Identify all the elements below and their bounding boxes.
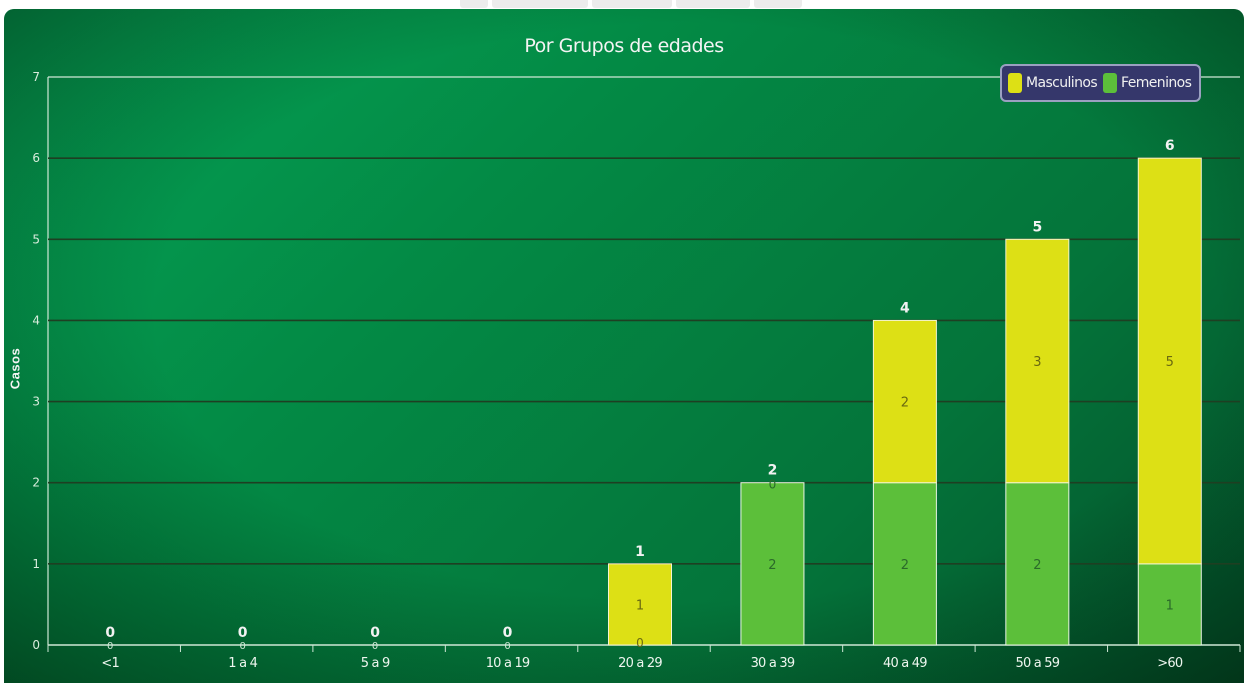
bar-label-masculinos: 3 <box>1033 355 1041 370</box>
chart-title: Por Grupos de edades <box>524 35 724 57</box>
bar-total-label: 5 <box>1032 219 1042 235</box>
bar-label-zero: 0 <box>239 641 245 652</box>
bar-label-femeninos: 1 <box>1166 598 1174 613</box>
bar-label-femeninos: 0 <box>636 636 644 650</box>
x-tick-label: 20 a 29 <box>618 656 662 671</box>
y-tick-label: 5 <box>32 232 40 246</box>
legend-swatch-femeninos <box>1103 73 1118 93</box>
legend-item-masculinos[interactable]: Masculinos <box>1008 73 1098 93</box>
chart-legend: Masculinos Femeninos <box>1000 64 1202 102</box>
top-tab[interactable] <box>754 0 802 8</box>
y-tick-label: 3 <box>32 395 40 409</box>
bar-total-label: 4 <box>900 300 910 316</box>
bar-label-zero: 0 <box>504 641 510 652</box>
y-tick-label: 0 <box>32 638 40 652</box>
y-tick-label: 2 <box>32 476 40 490</box>
bar-masculinos <box>608 563 672 646</box>
bar-femeninos <box>1137 563 1202 646</box>
x-tick-label: <1 <box>101 656 119 671</box>
bar-label-zero: 0 <box>372 641 378 652</box>
y-tick-label: 1 <box>32 557 40 571</box>
y-tick-label: 4 <box>32 313 40 327</box>
bar-total-label: 6 <box>1165 138 1175 154</box>
bar-femeninos <box>872 482 937 646</box>
y-axis-label: Casos <box>7 347 23 390</box>
bar-total-label: 0 <box>238 625 248 641</box>
bar-total-label: 1 <box>635 544 645 560</box>
bar-label-femeninos: 2 <box>768 558 776 573</box>
x-tick-label: 40 a 49 <box>883 656 927 671</box>
bar-label-femeninos: 2 <box>1033 558 1041 573</box>
top-tab-strip <box>460 0 802 8</box>
bar-total-label: 2 <box>768 463 778 479</box>
x-tick-label: 30 a 39 <box>751 656 795 671</box>
legend-label-femeninos: Femeninos <box>1121 75 1192 91</box>
y-tick-label: 6 <box>32 151 40 165</box>
top-tab[interactable] <box>592 0 672 8</box>
bar-label-masculinos: 2 <box>901 396 909 411</box>
bar-label-masculinos: 1 <box>636 598 644 613</box>
bar-masculinos <box>872 319 937 484</box>
bar-label-zero: 0 <box>107 641 113 652</box>
x-tick-label: 5 a 9 <box>361 656 390 671</box>
bar-total-label: 0 <box>503 625 513 641</box>
y-tick-label: 7 <box>32 70 40 84</box>
legend-swatch-masculinos <box>1008 73 1022 93</box>
bar-label-masculinos: 5 <box>1166 355 1174 370</box>
x-tick-label: 50 a 59 <box>1015 656 1059 671</box>
bar-femeninos <box>740 482 805 646</box>
legend-item-femeninos[interactable]: Femeninos <box>1103 73 1192 93</box>
x-tick-label: 10 a 19 <box>486 656 530 671</box>
bar-label-masculinos: 0 <box>769 478 777 492</box>
x-tick-label: 1 a 4 <box>228 656 257 671</box>
top-tab[interactable] <box>460 0 488 8</box>
bar-total-label: 0 <box>105 625 115 641</box>
bar-total-label: 0 <box>370 625 380 641</box>
bar-masculinos <box>1005 238 1070 484</box>
x-tick-label: >60 <box>1157 656 1183 671</box>
legend-label-masculinos: Masculinos <box>1026 75 1098 91</box>
bar-femeninos <box>1005 482 1070 646</box>
bar-masculinos <box>1137 157 1202 565</box>
top-tab[interactable] <box>676 0 750 8</box>
top-tab[interactable] <box>492 0 588 8</box>
bar-label-femeninos: 2 <box>901 558 909 573</box>
